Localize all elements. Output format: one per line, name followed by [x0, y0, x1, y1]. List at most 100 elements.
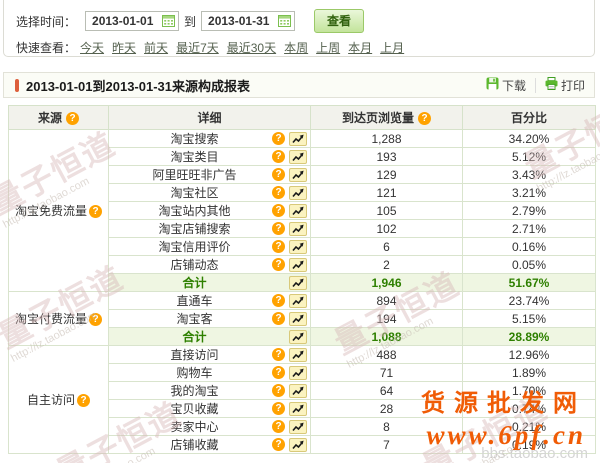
help-icon[interactable]	[272, 402, 285, 415]
help-icon[interactable]	[272, 312, 285, 325]
calendar-icon[interactable]	[162, 15, 176, 30]
detail-label: 淘宝类目	[170, 150, 219, 164]
detail-cell: 淘宝店铺搜索	[108, 219, 311, 238]
help-icon[interactable]	[272, 438, 285, 451]
help-icon[interactable]	[77, 394, 90, 408]
percent-cell: 2.71%	[462, 219, 596, 238]
help-icon[interactable]	[418, 112, 431, 126]
detail-cell-icons	[272, 437, 307, 452]
detail-cell-icons	[289, 329, 307, 344]
quick-link-2[interactable]: 前天	[144, 41, 169, 55]
help-icon[interactable]	[272, 132, 285, 145]
help-icon[interactable]	[89, 313, 102, 327]
help-icon[interactable]	[272, 366, 285, 379]
print-button[interactable]: 打印	[536, 73, 594, 97]
trend-icon[interactable]	[289, 239, 307, 254]
view-button[interactable]: 查看	[314, 9, 365, 33]
trend-icon[interactable]	[289, 131, 307, 146]
quick-link-5[interactable]: 本周	[284, 41, 309, 55]
help-icon[interactable]	[272, 384, 285, 397]
pv-cell: 28	[310, 399, 463, 418]
trend-icon[interactable]	[289, 383, 307, 398]
trend-icon[interactable]	[289, 221, 307, 236]
trend-icon[interactable]	[289, 149, 307, 164]
quick-link-4[interactable]: 最近30天	[226, 41, 277, 55]
detail-cell-icons	[272, 185, 307, 200]
trend-icon[interactable]	[289, 311, 307, 326]
download-label: 下载	[501, 78, 526, 93]
header-percent: 百分比	[462, 105, 596, 130]
trend-icon[interactable]	[289, 203, 307, 218]
detail-label: 淘宝社区	[170, 186, 219, 200]
detail-label: 淘宝店铺搜索	[158, 222, 231, 236]
pv-cell: 488	[310, 345, 463, 364]
help-icon[interactable]	[272, 150, 285, 163]
source-group-cell: 自主访问	[8, 345, 109, 454]
download-button[interactable]: 下载	[477, 73, 535, 97]
help-icon[interactable]	[272, 240, 285, 253]
quick-link-1[interactable]: 昨天	[112, 41, 137, 55]
quick-view-label: 快速查看：	[16, 41, 77, 55]
pv-cell: 2	[310, 255, 463, 274]
help-icon[interactable]	[272, 420, 285, 433]
header-pv: 到达页浏览量	[310, 105, 463, 130]
pv-cell: 102	[310, 219, 463, 238]
detail-label: 淘宝客	[176, 312, 213, 326]
detail-label: 淘宝搜索	[170, 132, 219, 146]
detail-cell-icons	[272, 347, 307, 362]
quick-link-7[interactable]: 本月	[348, 41, 373, 55]
header-detail: 详细	[108, 105, 311, 130]
help-icon[interactable]	[89, 205, 102, 219]
total-row: 合计 1,946 51.67%	[9, 273, 596, 292]
date-from-input[interactable]	[85, 11, 180, 31]
trend-icon[interactable]	[289, 257, 307, 272]
trend-icon[interactable]	[289, 365, 307, 380]
report-title-bar: 2013-01-01到2013-01-31来源构成报表 下载 打印	[3, 72, 595, 98]
pv-cell: 894	[310, 291, 463, 310]
pv-cell: 6	[310, 237, 463, 256]
help-icon[interactable]	[272, 294, 285, 307]
detail-label: 淘宝信用评价	[158, 240, 231, 254]
trend-icon[interactable]	[289, 167, 307, 182]
help-icon[interactable]	[272, 258, 285, 271]
trend-icon[interactable]	[289, 347, 307, 362]
trend-icon[interactable]	[289, 437, 307, 452]
trend-icon[interactable]	[289, 329, 307, 344]
trend-icon[interactable]	[289, 401, 307, 416]
trend-icon[interactable]	[289, 185, 307, 200]
help-icon[interactable]	[272, 186, 285, 199]
detail-cell: 淘宝信用评价	[108, 237, 311, 256]
trend-icon[interactable]	[289, 293, 307, 308]
help-icon[interactable]	[272, 204, 285, 217]
percent-cell: 2.79%	[462, 201, 596, 220]
quick-link-0[interactable]: 今天	[80, 41, 105, 55]
detail-cell-icons	[272, 149, 307, 164]
date-to-input[interactable]	[201, 11, 296, 31]
percent-cell: 0.74%	[462, 399, 596, 418]
total-label: 合计	[182, 330, 207, 344]
header-source: 来源	[8, 105, 109, 130]
detail-cell: 淘宝站内其他	[108, 201, 311, 220]
trend-icon[interactable]	[289, 419, 307, 434]
percent-cell: 5.12%	[462, 147, 596, 166]
print-icon	[545, 77, 558, 93]
quick-link-8[interactable]: 上月	[380, 41, 405, 55]
help-icon[interactable]	[272, 168, 285, 181]
percent-cell: 34.20%	[462, 129, 596, 148]
trend-icon[interactable]	[289, 275, 307, 290]
detail-cell: 淘宝搜索	[108, 129, 311, 148]
help-icon[interactable]	[66, 112, 79, 126]
detail-cell-icons	[272, 131, 307, 146]
calendar-icon[interactable]	[278, 15, 292, 30]
help-icon[interactable]	[272, 222, 285, 235]
help-icon[interactable]	[272, 348, 285, 361]
quick-link-3[interactable]: 最近7天	[176, 41, 219, 55]
source-group-cell: 淘宝免费流量	[8, 129, 109, 292]
title-accent-bar	[15, 78, 19, 92]
percent-cell: 1.70%	[462, 381, 596, 400]
quick-link-6[interactable]: 上周	[316, 41, 341, 55]
detail-cell-icons	[272, 257, 307, 272]
